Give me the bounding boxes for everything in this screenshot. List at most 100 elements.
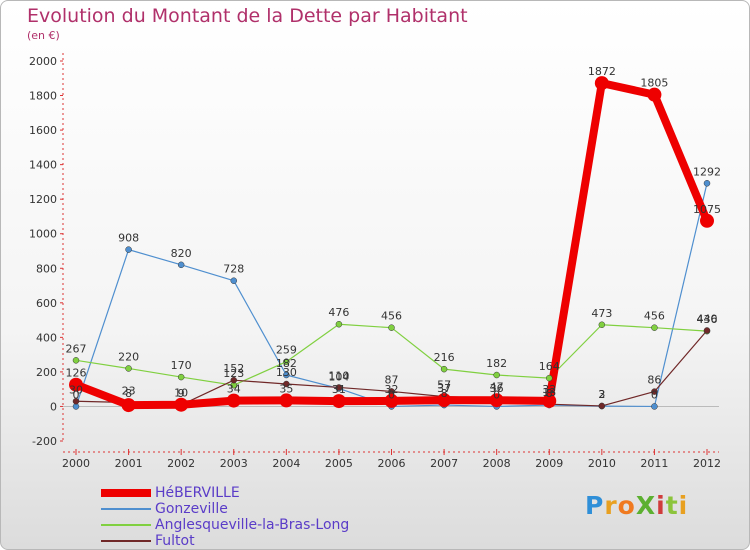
data-label: 908 xyxy=(118,232,139,245)
x-tick-label: 2011 xyxy=(640,457,668,470)
series-gonzeville-point xyxy=(125,246,132,253)
y-tick-label: 400 xyxy=(36,331,57,344)
series-anglesqueville-point xyxy=(440,365,448,373)
y-tick-label: 1600 xyxy=(29,124,57,137)
legend-label: Gonzeville xyxy=(155,501,228,517)
data-label: 152 xyxy=(223,362,244,375)
legend-swatch xyxy=(101,540,151,542)
data-label: 1075 xyxy=(693,203,721,216)
data-label: 35 xyxy=(279,382,293,395)
chart-title: Evolution du Montant de la Dette par Hab… xyxy=(27,5,468,27)
x-tick-label: 2002 xyxy=(167,457,195,470)
x-tick-label: 2006 xyxy=(378,457,406,470)
data-label: 164 xyxy=(539,360,560,373)
y-tick-label: 1800 xyxy=(29,90,57,103)
y-tick-label: 800 xyxy=(36,262,57,275)
data-label: 104 xyxy=(328,370,349,383)
data-label: 1292 xyxy=(693,165,721,178)
x-tick-label: 2010 xyxy=(588,457,616,470)
data-label: 32 xyxy=(385,383,399,396)
data-label: 473 xyxy=(591,307,612,320)
series-anglesqueville-point xyxy=(493,371,500,379)
series-anglesqueville-point xyxy=(335,320,343,328)
data-label: 8 xyxy=(441,387,448,400)
data-label: 1872 xyxy=(588,65,616,78)
data-label: 259 xyxy=(276,344,297,357)
series-heberville-point xyxy=(279,393,294,408)
x-tick-label: 2004 xyxy=(272,457,300,470)
series-heberville-line xyxy=(72,79,711,410)
series-anglesqueville-point xyxy=(546,374,553,382)
data-label: 110 xyxy=(328,369,349,382)
chart-subtitle: (en €) xyxy=(27,29,60,42)
series-gonzeville-point xyxy=(703,180,711,187)
data-label: 36 xyxy=(490,382,504,395)
data-label: 0 xyxy=(651,388,658,401)
x-tick-label: 2008 xyxy=(483,457,511,470)
series-heberville-point xyxy=(174,397,189,412)
series-heberville-point xyxy=(542,393,557,408)
x-tick-label: 2005 xyxy=(325,457,353,470)
legend-swatch xyxy=(101,508,151,510)
series-heberville-point xyxy=(331,394,346,409)
data-label: 8 xyxy=(125,387,132,400)
series-anglesqueville-point xyxy=(125,365,132,372)
data-label: 9 xyxy=(178,387,185,400)
data-label: 182 xyxy=(486,357,507,370)
series-gonzeville-point xyxy=(230,277,237,284)
data-label: 476 xyxy=(328,306,349,319)
series-fultot-point xyxy=(230,376,237,384)
series-heberville-point xyxy=(384,393,399,408)
data-label: 3 xyxy=(598,388,605,401)
x-tick-label: 2003 xyxy=(220,457,248,470)
y-tick-label: 200 xyxy=(36,366,57,379)
legend-label: Anglesqueville-la-Bras-Long xyxy=(155,517,350,533)
data-label: 13 xyxy=(542,386,556,399)
series-anglesqueville-point xyxy=(177,373,185,381)
data-label: 220 xyxy=(118,350,139,363)
series-heberville-point xyxy=(489,393,504,408)
series-fultot-point xyxy=(335,384,343,391)
series-heberville-point xyxy=(69,377,83,392)
series-fultot-point xyxy=(72,398,80,405)
series-fultot-point xyxy=(598,402,606,410)
data-label: 34 xyxy=(227,383,241,396)
data-label: 0 xyxy=(388,388,395,401)
y-tick-label: 1000 xyxy=(29,228,57,241)
series-fultot-point xyxy=(651,388,658,395)
data-label: 86 xyxy=(647,374,661,387)
proxiti-logo: ProXiti xyxy=(585,491,689,520)
data-label: 170 xyxy=(171,359,192,372)
series-heberville-point xyxy=(226,393,241,408)
data-label: 820 xyxy=(171,247,192,260)
series-heberville-point xyxy=(437,393,452,408)
x-tick-label: 2000 xyxy=(62,457,90,470)
series-gonzeville-point xyxy=(283,371,290,379)
data-label: 0 xyxy=(73,388,80,401)
series-heberville-point xyxy=(594,76,609,91)
series-anglesqueville-point xyxy=(388,324,395,331)
data-label: 436 xyxy=(697,313,718,326)
data-label: 31 xyxy=(332,383,346,396)
data-label: 1805 xyxy=(640,77,668,90)
series-heberville-point xyxy=(121,398,136,413)
series-anglesqueville-point xyxy=(72,357,80,364)
series-anglesqueville-point xyxy=(283,358,290,365)
y-tick-label: 600 xyxy=(36,297,57,310)
y-tick-label: 2000 xyxy=(29,55,57,68)
data-label: 8 xyxy=(546,387,553,400)
series-heberville-point xyxy=(700,213,714,228)
data-label: 182 xyxy=(276,357,297,370)
legend-label: HéBERVILLE xyxy=(155,485,240,501)
data-label: 126 xyxy=(66,367,87,380)
data-label: 0 xyxy=(493,388,500,401)
data-label: 37 xyxy=(437,382,451,395)
series-fultot-point xyxy=(283,380,290,388)
data-label: 30 xyxy=(69,383,83,396)
data-label: 47 xyxy=(490,380,504,393)
y-tick-label: 1200 xyxy=(29,193,57,206)
x-tick-label: 2007 xyxy=(430,457,458,470)
data-label: 10 xyxy=(174,387,188,400)
series-gonzeville-point xyxy=(651,403,658,410)
